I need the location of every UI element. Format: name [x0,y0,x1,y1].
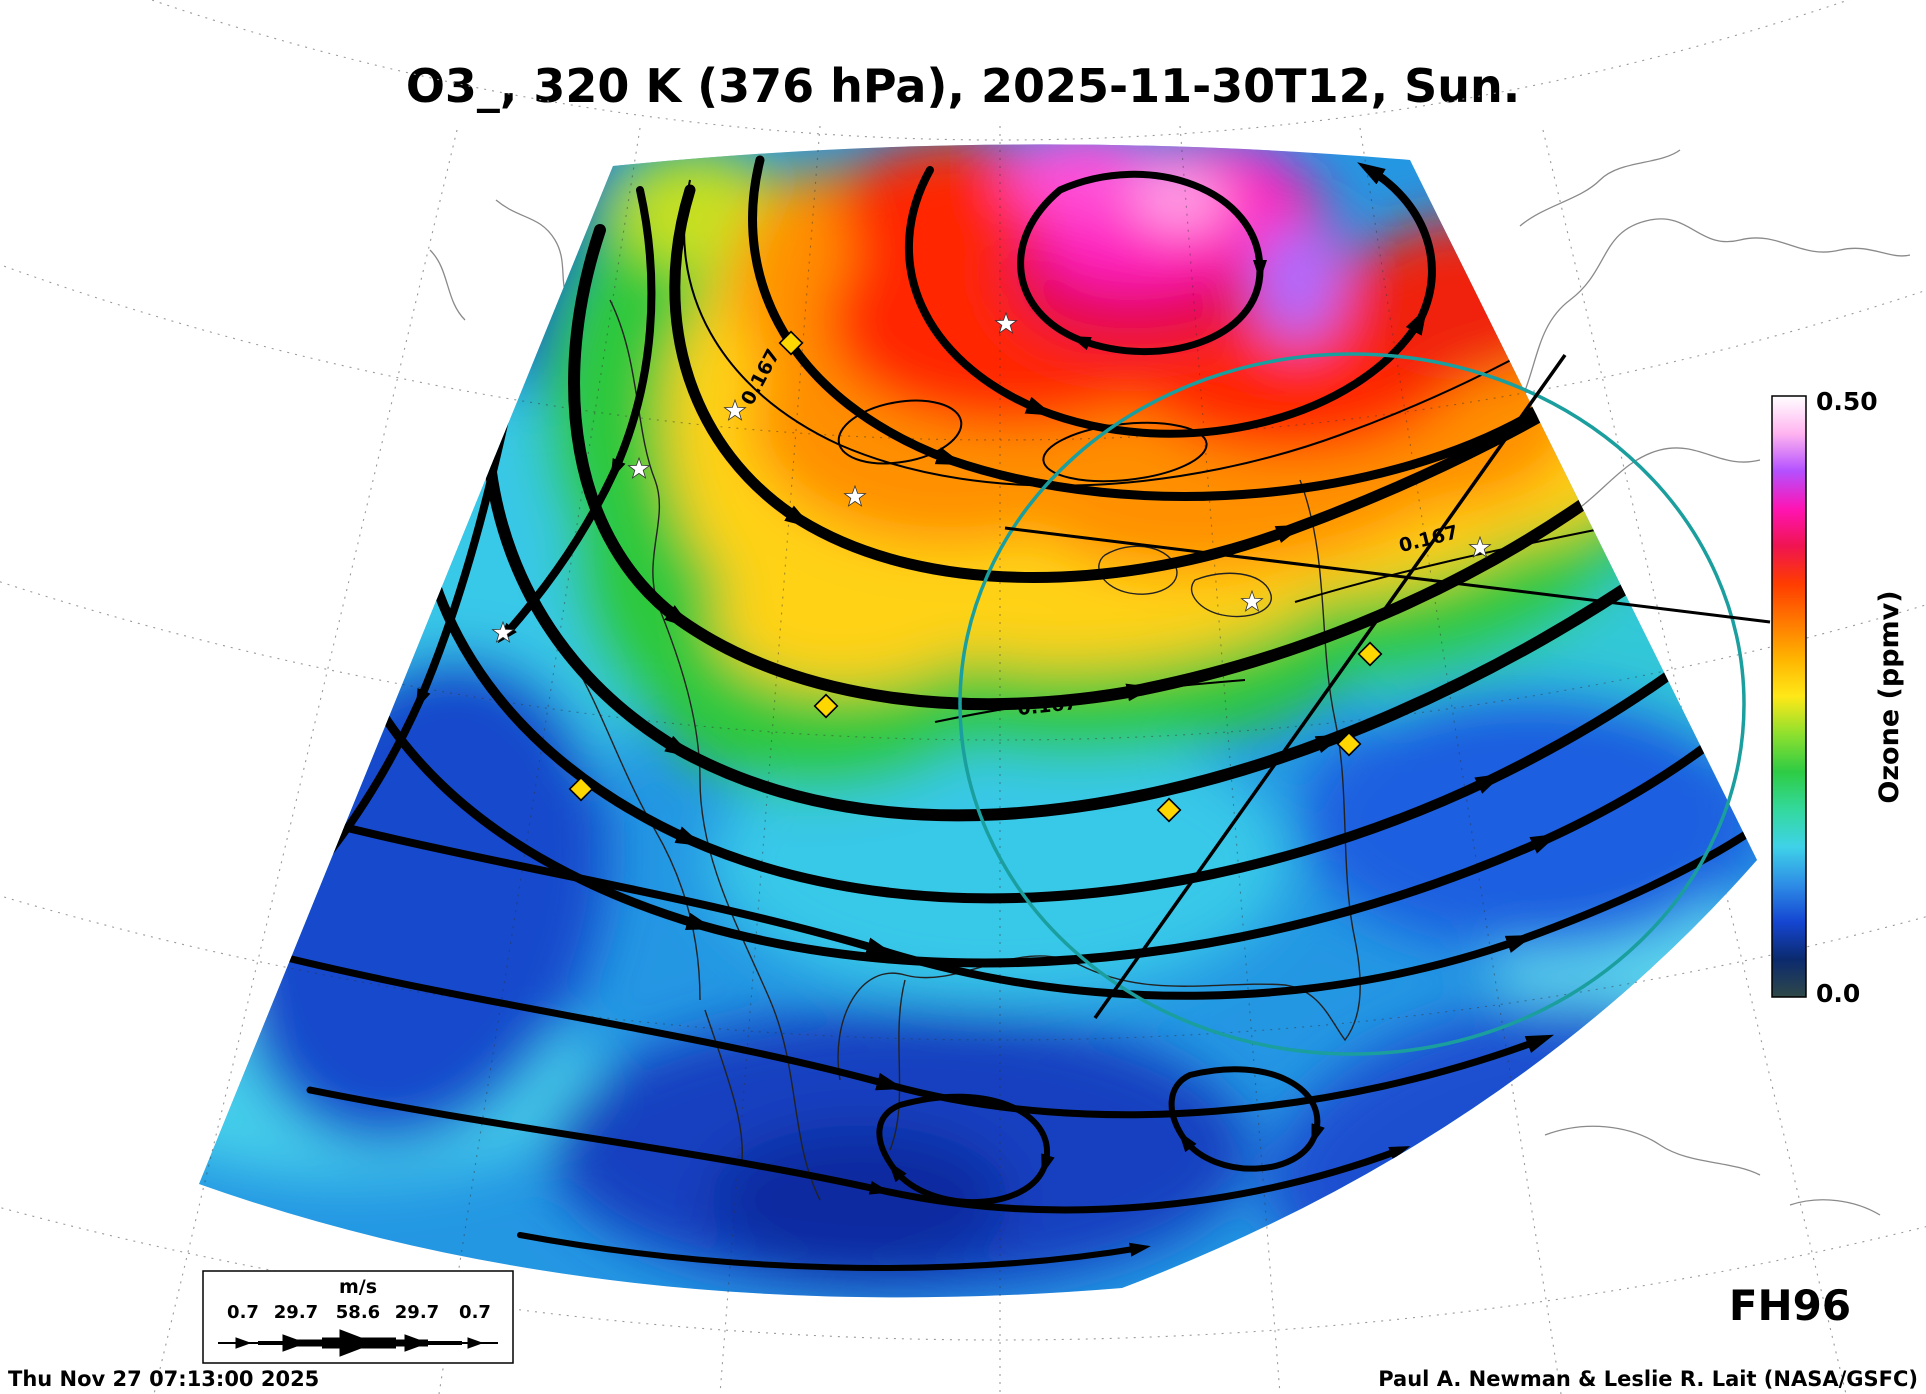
wind-legend-units: m/s [339,1276,377,1298]
site-markers [492,312,1491,823]
wind-legend-speed: 29.7 [274,1302,318,1323]
great-circle-line-1 [1093,353,1567,1020]
colorbar-max-label: 0.50 [1816,387,1878,416]
range-circle [958,352,1746,1056]
page-title: O3_, 320 K (376 hPa), 2025-11-30T12, Sun… [406,59,1520,113]
credit-line: Paul A. Newman & Leslie R. Lait (NASA/GS… [1378,1367,1918,1391]
colorbar: 0.50 0.0 Ozone (ppmv) [1771,387,1905,1008]
colorbar-gradient [1771,395,1807,998]
wind-legend-speed: 0.7 [459,1302,491,1323]
great-circle-line-2 [1004,526,1771,624]
wind-legend-arrow [218,1329,498,1357]
wind-legend: m/s 0.7 29.7 58.6 29.7 0.7 [202,1270,514,1364]
colorbar-axis-label: Ozone (ppmv) [1874,590,1905,803]
wind-legend-speed: 29.7 [395,1302,439,1323]
colorbar-min-label: 0.0 [1816,979,1860,1008]
wind-legend-speed: 0.7 [227,1302,259,1323]
station-marker-diamond [568,330,1383,823]
run-timestamp: Thu Nov 27 07:13:00 2025 [8,1367,319,1391]
forecast-hour-label: FH96 [1729,1281,1851,1330]
wind-legend-speed: 58.6 [336,1302,380,1323]
overlay-lines [958,352,1771,1056]
